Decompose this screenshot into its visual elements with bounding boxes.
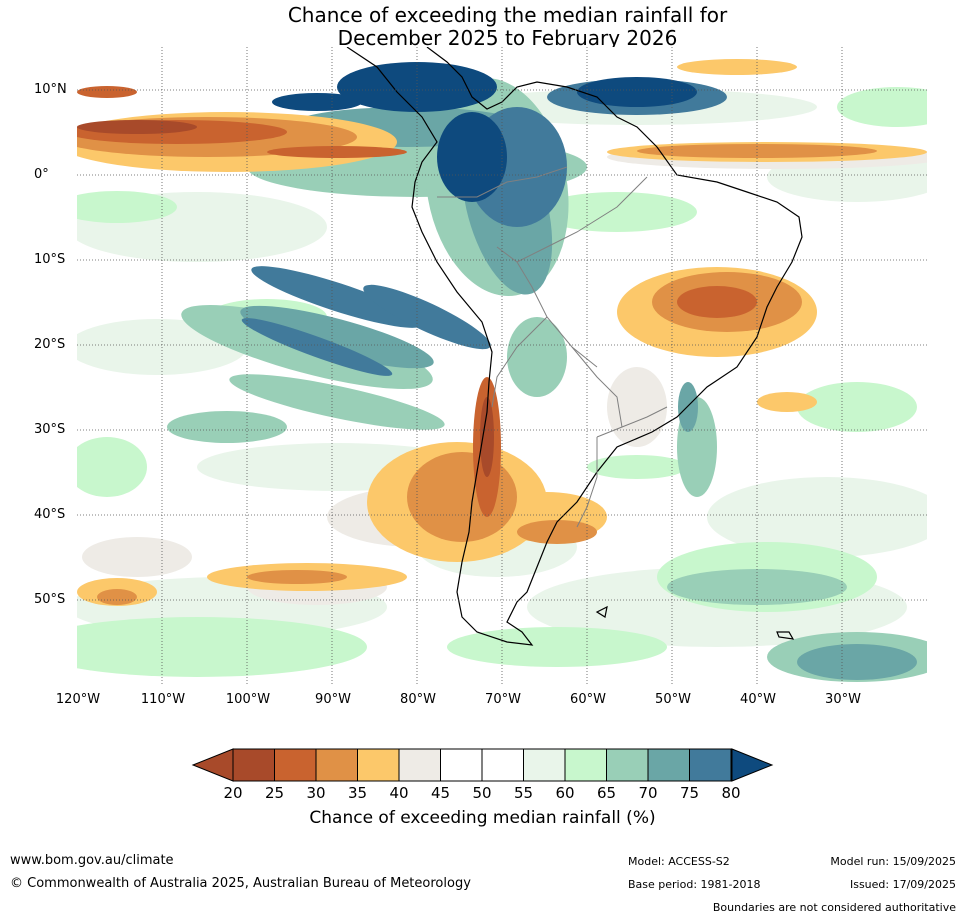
- colorbar-bin: [232, 748, 275, 782]
- colorbar-bin: [357, 748, 400, 782]
- colorbar-tick-label: 35: [347, 784, 368, 802]
- y-tick-label: 0°: [34, 167, 49, 182]
- colorbar-above-triangle: [731, 748, 774, 782]
- brown-patches: [77, 120, 494, 477]
- x-tick-label: 80°W: [400, 692, 436, 707]
- model-text: Model: ACCESS-S2: [628, 855, 730, 868]
- y-tick-label: 50°S: [34, 592, 66, 607]
- y-tick-label: 40°S: [34, 507, 66, 522]
- colorbar-bin: [564, 748, 607, 782]
- colorbar-tick-label: 20: [223, 784, 243, 802]
- country-borders: [437, 166, 668, 528]
- colorbar-bin: [274, 748, 317, 782]
- colorbar-bin: [315, 748, 358, 782]
- colorbar-tick-label: 70: [638, 784, 658, 802]
- colorbar-tick-label: 40: [389, 784, 409, 802]
- colorbar-bin: [647, 748, 690, 782]
- x-tick-label: 70°W: [485, 692, 521, 707]
- map-title: Chance of exceeding the median rainfall …: [0, 4, 965, 50]
- colorbar-tick-label: 65: [596, 784, 617, 802]
- title-line-2: December 2025 to February 2026: [337, 26, 678, 50]
- y-tick-label: 10°S: [34, 252, 66, 267]
- y-tick-label: 10°N: [34, 82, 67, 97]
- colorbar-bin: [481, 748, 524, 782]
- colorbar: [191, 748, 774, 782]
- colorbar-tick-label: 55: [513, 784, 534, 802]
- colorbar-tick-label: 75: [679, 784, 700, 802]
- copyright-text: © Commonwealth of Australia 2025, Austra…: [10, 876, 471, 891]
- dark-blue-patches: [272, 62, 697, 202]
- x-tick-label: 90°W: [315, 692, 351, 707]
- rainfall-outlook-map: [77, 47, 927, 686]
- colorbar-tick-label: 50: [472, 784, 492, 802]
- x-tick-label: 100°W: [225, 692, 271, 707]
- colorbar-below-triangle: [191, 748, 234, 782]
- colorbar-title: Chance of exceeding median rainfall (%): [309, 808, 656, 828]
- coastlines: [346, 47, 803, 646]
- x-tick-label: 40°W: [740, 692, 776, 707]
- graticule: [77, 47, 927, 686]
- website-link[interactable]: www.bom.gov.au/climate: [10, 853, 174, 868]
- disclaimer-text: Boundaries are not considered authoritat…: [712, 901, 956, 914]
- colorbar-bins: [232, 748, 732, 782]
- colorbar-tick-label: 60: [555, 784, 575, 802]
- colorbar-bin: [523, 748, 566, 782]
- colorbar-tick-label: 80: [721, 784, 741, 802]
- colorbar-tick-label: 30: [306, 784, 326, 802]
- model-run-text: Model run: 15/09/2025: [830, 855, 956, 868]
- x-tick-label: 110°W: [140, 692, 186, 707]
- issued-text: Issued: 17/09/2025: [849, 878, 956, 891]
- colorbar-bin: [440, 748, 483, 782]
- colorbar-bin: [398, 748, 441, 782]
- y-tick-label: 20°S: [34, 337, 66, 352]
- title-line-1: Chance of exceeding the median rainfall …: [287, 3, 728, 27]
- colorbar-tick-label: 25: [264, 784, 285, 802]
- colorbar-tick-label: 45: [430, 784, 451, 802]
- y-tick-label: 30°S: [34, 422, 66, 437]
- base-period-text: Base period: 1981-2018: [628, 878, 761, 891]
- colorbar-bin: [689, 748, 732, 782]
- x-tick-label: 50°W: [655, 692, 691, 707]
- x-tick-label: 120°W: [55, 692, 101, 707]
- colorbar-bin: [606, 748, 649, 782]
- x-tick-label: 60°W: [570, 692, 606, 707]
- x-tick-label: 30°W: [825, 692, 861, 707]
